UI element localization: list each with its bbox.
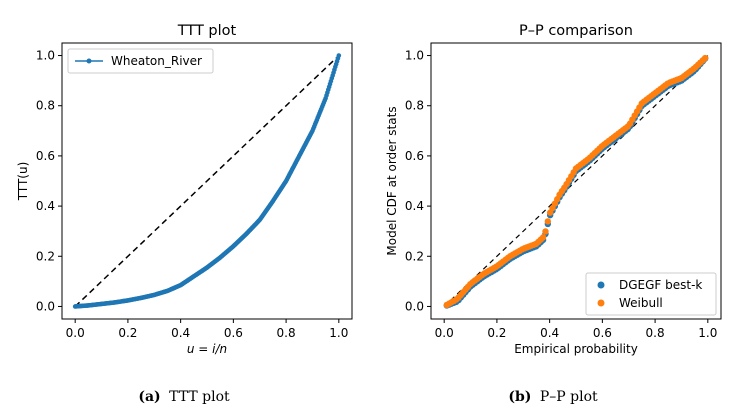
pp-x-tick-label: 0.8 — [646, 326, 665, 340]
pp-x-ticks: 0.0 0.2 0.4 0.6 0.8 1.0 — [435, 319, 717, 340]
pp-y-tick-label: 0.4 — [405, 199, 424, 213]
ttt-axes-frame — [61, 42, 353, 320]
ttt-y-label: TTT(u) — [16, 162, 30, 202]
pp-x-tick-label: 0.6 — [593, 326, 612, 340]
pp-y-ticks: 0.0 0.2 0.4 0.6 0.8 1.0 — [405, 49, 431, 313]
pp-legend-marker-weibull — [597, 299, 605, 307]
pp-legend-marker-dgegf — [597, 281, 605, 289]
ttt-data-point — [336, 53, 342, 58]
ttt-legend-marker — [86, 58, 92, 64]
pp-plot-area — [443, 54, 709, 309]
ttt-panel: TTT plot 0.0 0.2 0.4 0.6 0.8 1.0 0.0 0.2 0.4 0.6… — [16, 23, 353, 356]
ttt-plot-area — [72, 53, 342, 309]
ttt-title: TTT plot — [177, 23, 237, 39]
pp-point-weibull — [701, 54, 709, 62]
pp-x-label: Empirical probability — [514, 342, 638, 356]
pp-y-tick-label: 0.6 — [405, 149, 424, 163]
pp-y-tick-label: 1.0 — [405, 49, 424, 63]
ttt-x-tick-label: 0.4 — [171, 326, 190, 340]
caption-b-text: P–P plot — [540, 389, 598, 405]
caption-a-text: TTT plot — [169, 389, 230, 405]
ttt-y-tick-label: 0.8 — [36, 99, 55, 113]
caption-a-label: (a) — [138, 389, 160, 405]
pp-x-tick-label: 0.2 — [487, 326, 506, 340]
pp-legend-label-dgegf: DGEGF best-k — [619, 278, 702, 292]
ttt-y-ticks: 0.0 0.2 0.4 0.6 0.8 1.0 — [36, 49, 62, 313]
pp-point-weibull — [542, 228, 549, 235]
ttt-x-tick-label: 0.6 — [224, 326, 243, 340]
pp-y-label: Model CDF at order stats — [385, 106, 399, 255]
pp-y-tick-label: 0.0 — [405, 299, 424, 313]
pp-x-tick-label: 0.4 — [540, 326, 559, 340]
ttt-y-tick-label: 0.2 — [36, 249, 55, 263]
pp-legend: DGEGF best-k Weibull — [585, 272, 717, 316]
pp-axes-frame — [430, 42, 722, 320]
caption-b-label: (b) — [508, 389, 531, 405]
pp-point-weibull — [544, 218, 552, 225]
pp-legend-label-weibull: Weibull — [619, 296, 663, 310]
ttt-legend: Wheaton_River — [67, 48, 214, 74]
ttt-x-label: u = i/n — [187, 342, 227, 356]
ttt-x-tick-label: 0.2 — [118, 326, 137, 340]
svg-text:(b) P–P plot: (b) P–P plot — [508, 389, 598, 405]
ttt-y-tick-label: 0.0 — [36, 299, 55, 313]
ttt-x-ticks: 0.0 0.2 0.4 0.6 0.8 1.0 — [66, 319, 348, 340]
ttt-y-tick-label: 0.4 — [36, 199, 55, 213]
pp-reference-line — [443, 55, 709, 307]
pp-y-tick-label: 0.2 — [405, 249, 424, 263]
pp-panel: P–P comparison 0.0 0.2 0.4 0.6 0.8 1.0 0.0 0.2… — [385, 23, 722, 356]
ttt-y-tick-label: 1.0 — [36, 49, 55, 63]
pp-title: P–P comparison — [519, 23, 633, 39]
svg-text:(a) TTT plot: (a) TTT plot — [138, 389, 230, 405]
ttt-legend-label: Wheaton_River — [111, 54, 202, 68]
ttt-y-tick-label: 0.6 — [36, 149, 55, 163]
pp-y-tick-label: 0.8 — [405, 99, 424, 113]
ttt-reference-line — [74, 55, 340, 307]
caption-b: (b) P–P plot — [508, 389, 598, 405]
ttt-x-tick-label: 0.0 — [66, 326, 85, 340]
pp-x-tick-label: 0.0 — [435, 326, 454, 340]
pp-x-tick-label: 1.0 — [698, 326, 717, 340]
ttt-x-tick-label: 0.8 — [277, 326, 296, 340]
ttt-x-tick-label: 1.0 — [329, 326, 348, 340]
pp-point-weibull — [539, 234, 547, 241]
caption-a: (a) TTT plot — [138, 389, 230, 405]
